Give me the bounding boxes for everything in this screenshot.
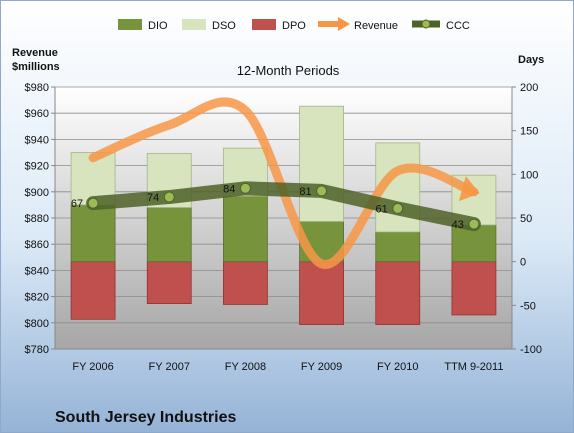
bar-dso bbox=[299, 105, 344, 222]
legend-label-dpo: DPO bbox=[282, 20, 306, 32]
right-axis-title: Days bbox=[518, 54, 544, 66]
category-ticks: FY 2006 FY 2007 FY 2008 FY 2009 FY 2010 TTM 9… bbox=[72, 361, 503, 373]
right-tick-label: 150 bbox=[520, 126, 538, 138]
legend-swatch-dio bbox=[118, 19, 142, 30]
right-tick-label: 200 bbox=[520, 82, 538, 94]
ccc-point bbox=[163, 191, 175, 203]
left-tick-label: $900 bbox=[25, 187, 49, 199]
company-name: South Jersey Industries bbox=[55, 409, 236, 426]
bar-dpo bbox=[146, 261, 192, 304]
category-label: FY 2007 bbox=[149, 361, 190, 373]
legend-label-ccc: CCC bbox=[446, 20, 470, 32]
bar-dpo bbox=[299, 261, 344, 325]
gridlines bbox=[55, 86, 512, 324]
bar-dpo bbox=[451, 261, 497, 316]
ccc-data-label: 61 bbox=[376, 203, 388, 215]
ccc-data-label: 84 bbox=[223, 183, 235, 195]
left-tick-label: $920 bbox=[25, 161, 49, 173]
left-axis-title-line1: Revenue bbox=[12, 47, 58, 59]
ccc-data-label: 67 bbox=[71, 198, 83, 210]
category-label: FY 2009 bbox=[301, 361, 342, 373]
bar-dio bbox=[223, 195, 268, 263]
bar-dpo bbox=[223, 261, 268, 305]
left-axis-title-line2: $millions bbox=[12, 61, 60, 73]
legend-swatch-revenue bbox=[318, 17, 350, 31]
ccc-point bbox=[87, 197, 99, 209]
legend-label-revenue: Revenue bbox=[354, 20, 398, 32]
revenue-line bbox=[88, 97, 479, 269]
left-tick-label: $820 bbox=[25, 292, 49, 304]
right-tick-label: -100 bbox=[520, 344, 542, 356]
left-tick-label: $980 bbox=[25, 82, 49, 94]
right-tick-label: 0 bbox=[520, 257, 526, 269]
ccc-line bbox=[86, 181, 481, 232]
ccc-point bbox=[392, 202, 404, 214]
ccc-data-label: 74 bbox=[147, 192, 159, 204]
legend-swatch-dso bbox=[182, 19, 206, 30]
ccc-point bbox=[468, 218, 480, 230]
left-tick-label: $780 bbox=[25, 344, 49, 356]
legend-label-dso: DSO bbox=[212, 20, 236, 32]
left-tick-label: $860 bbox=[25, 239, 49, 251]
bar-dpo bbox=[70, 261, 116, 320]
ccc-data-label: 81 bbox=[299, 186, 311, 198]
legend-swatch-ccc bbox=[412, 19, 440, 29]
ccc-point bbox=[316, 185, 328, 197]
left-tick-label: $840 bbox=[25, 265, 49, 277]
left-axis-ticks: $780 $800 $820 $840 $860 $880 $900 $920 $940 $960… bbox=[25, 82, 55, 356]
lines: 67 74 84 81 61 43 bbox=[71, 97, 481, 269]
category-label: FY 2010 bbox=[377, 361, 418, 373]
chart-title: 12-Month Periods bbox=[237, 63, 340, 78]
legend-label-dio: DIO bbox=[148, 20, 168, 32]
bar-dio bbox=[70, 204, 116, 263]
left-tick-label: $880 bbox=[25, 213, 49, 225]
ccc-data-label: 43 bbox=[452, 219, 464, 231]
right-tick-label: 50 bbox=[520, 213, 532, 225]
legend-swatch-dpo bbox=[252, 19, 276, 30]
bar-dio bbox=[146, 207, 192, 263]
category-label: FY 2006 bbox=[72, 361, 113, 373]
legend: DIO DSO DPO Revenue CCC bbox=[118, 17, 470, 32]
ccc-point bbox=[239, 182, 251, 194]
revenue-arrowhead bbox=[458, 176, 480, 202]
bar-dio bbox=[375, 231, 421, 263]
left-tick-label: $960 bbox=[25, 108, 49, 120]
category-label: FY 2008 bbox=[225, 361, 266, 373]
left-tick-label: $800 bbox=[25, 318, 49, 330]
right-tick-label: -50 bbox=[520, 300, 536, 312]
left-tick-label: $940 bbox=[25, 134, 49, 146]
category-label: TTM 9-2011 bbox=[444, 361, 503, 373]
bar-dpo bbox=[375, 261, 421, 325]
right-tick-label: 100 bbox=[520, 169, 538, 181]
right-axis-ticks: -100 -50 0 50 100 150 200 bbox=[512, 82, 542, 356]
